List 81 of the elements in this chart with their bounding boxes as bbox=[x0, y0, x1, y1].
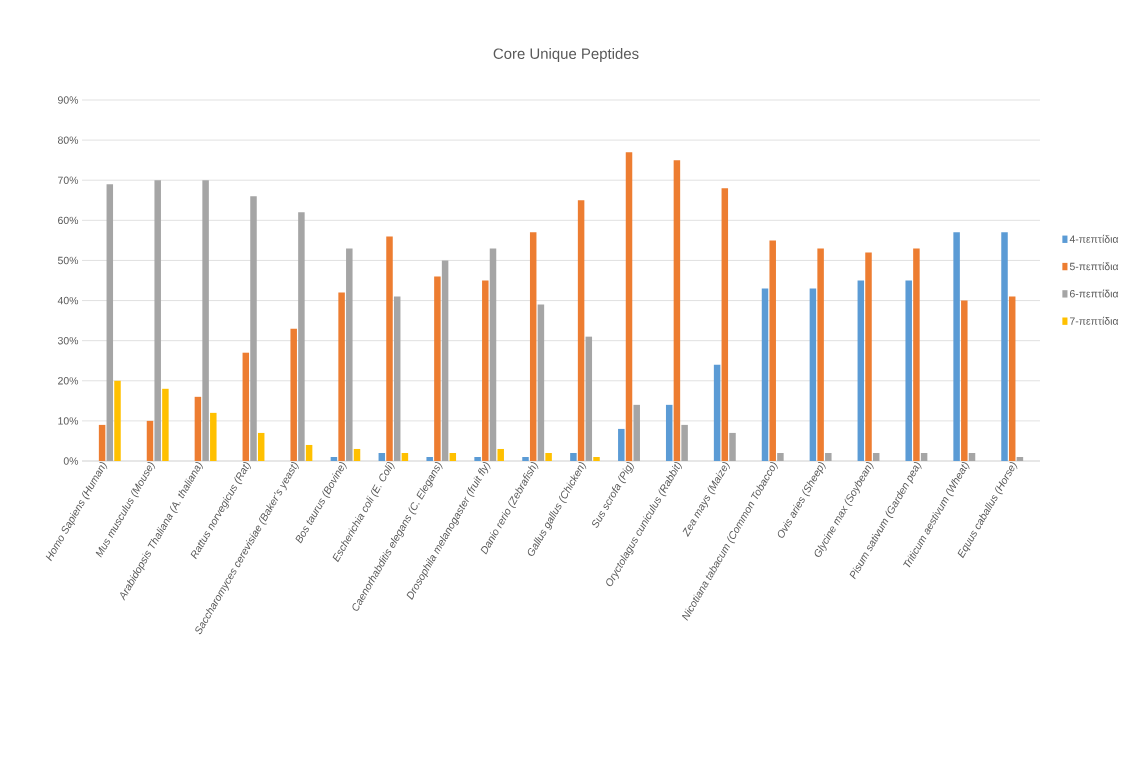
bar bbox=[474, 456, 481, 461]
bar bbox=[585, 336, 593, 461]
bar bbox=[961, 300, 968, 461]
bar bbox=[489, 248, 497, 461]
bar bbox=[154, 180, 161, 461]
bar bbox=[913, 248, 920, 461]
bar bbox=[393, 296, 401, 461]
bar bbox=[194, 396, 202, 461]
bar bbox=[386, 236, 393, 461]
bar bbox=[298, 212, 305, 461]
bar bbox=[114, 380, 121, 461]
bar bbox=[570, 452, 577, 461]
bar bbox=[305, 444, 313, 461]
y-tick-label: 70% bbox=[58, 176, 79, 184]
bar bbox=[681, 424, 688, 461]
bar bbox=[593, 456, 600, 461]
bar bbox=[378, 452, 386, 461]
bar bbox=[1016, 456, 1024, 461]
bar bbox=[633, 404, 640, 461]
bar bbox=[257, 432, 265, 461]
bar bbox=[729, 432, 736, 461]
bar bbox=[441, 260, 449, 461]
bar bbox=[434, 276, 441, 461]
bar bbox=[497, 448, 504, 461]
bar bbox=[721, 188, 729, 461]
bar bbox=[920, 452, 928, 461]
bar bbox=[665, 404, 673, 461]
bar bbox=[210, 412, 217, 461]
y-tick-label: 40% bbox=[57, 296, 79, 305]
bar bbox=[673, 160, 681, 461]
y-tick-label: 90% bbox=[58, 96, 79, 104]
bar bbox=[529, 232, 537, 461]
bar bbox=[968, 452, 976, 461]
bar bbox=[953, 232, 960, 461]
bar bbox=[1001, 232, 1008, 461]
bar bbox=[426, 456, 433, 461]
bar bbox=[250, 196, 257, 461]
bar bbox=[338, 292, 345, 461]
bar bbox=[625, 152, 633, 461]
bar bbox=[809, 288, 817, 461]
y-tick-label: 80% bbox=[58, 136, 79, 144]
bar bbox=[482, 280, 489, 461]
bar bbox=[202, 180, 209, 461]
legend-label: 6-πεπτίδια bbox=[1069, 289, 1119, 298]
bar bbox=[106, 184, 114, 461]
bar bbox=[761, 288, 769, 461]
y-tick-label: 0% bbox=[63, 457, 79, 465]
y-tick-label: 10% bbox=[58, 417, 79, 425]
y-tick-label: 20% bbox=[58, 377, 79, 385]
bar bbox=[242, 352, 250, 461]
chart-title: Core Unique Peptides bbox=[493, 48, 639, 62]
bar bbox=[618, 428, 625, 461]
bar bbox=[290, 328, 297, 461]
bar bbox=[817, 248, 824, 461]
bar bbox=[353, 448, 361, 461]
bar bbox=[146, 420, 154, 461]
bar bbox=[777, 452, 784, 461]
bar bbox=[537, 304, 545, 461]
bar bbox=[162, 388, 169, 461]
bar bbox=[449, 452, 457, 461]
bar bbox=[769, 240, 776, 461]
bar bbox=[872, 452, 880, 461]
bar bbox=[905, 280, 912, 461]
bar bbox=[577, 200, 585, 461]
y-tick-label: 60% bbox=[58, 216, 79, 225]
legend-label: 5-πεπτίδια bbox=[1069, 262, 1119, 271]
y-tick-label: 30% bbox=[57, 336, 79, 345]
bar bbox=[545, 452, 552, 461]
y-tick-label: 50% bbox=[57, 256, 79, 265]
bar bbox=[346, 248, 353, 461]
bar bbox=[1008, 296, 1016, 461]
bar bbox=[98, 424, 106, 461]
bar bbox=[713, 364, 721, 461]
bar bbox=[857, 280, 865, 461]
legend-label: 7-πεπτίδια bbox=[1069, 316, 1119, 325]
bar bbox=[401, 452, 409, 461]
bar bbox=[522, 456, 529, 461]
bar bbox=[330, 456, 338, 461]
bar bbox=[865, 252, 872, 461]
legend-label: 4-πεπτίδια bbox=[1069, 234, 1119, 243]
bar bbox=[825, 452, 832, 461]
